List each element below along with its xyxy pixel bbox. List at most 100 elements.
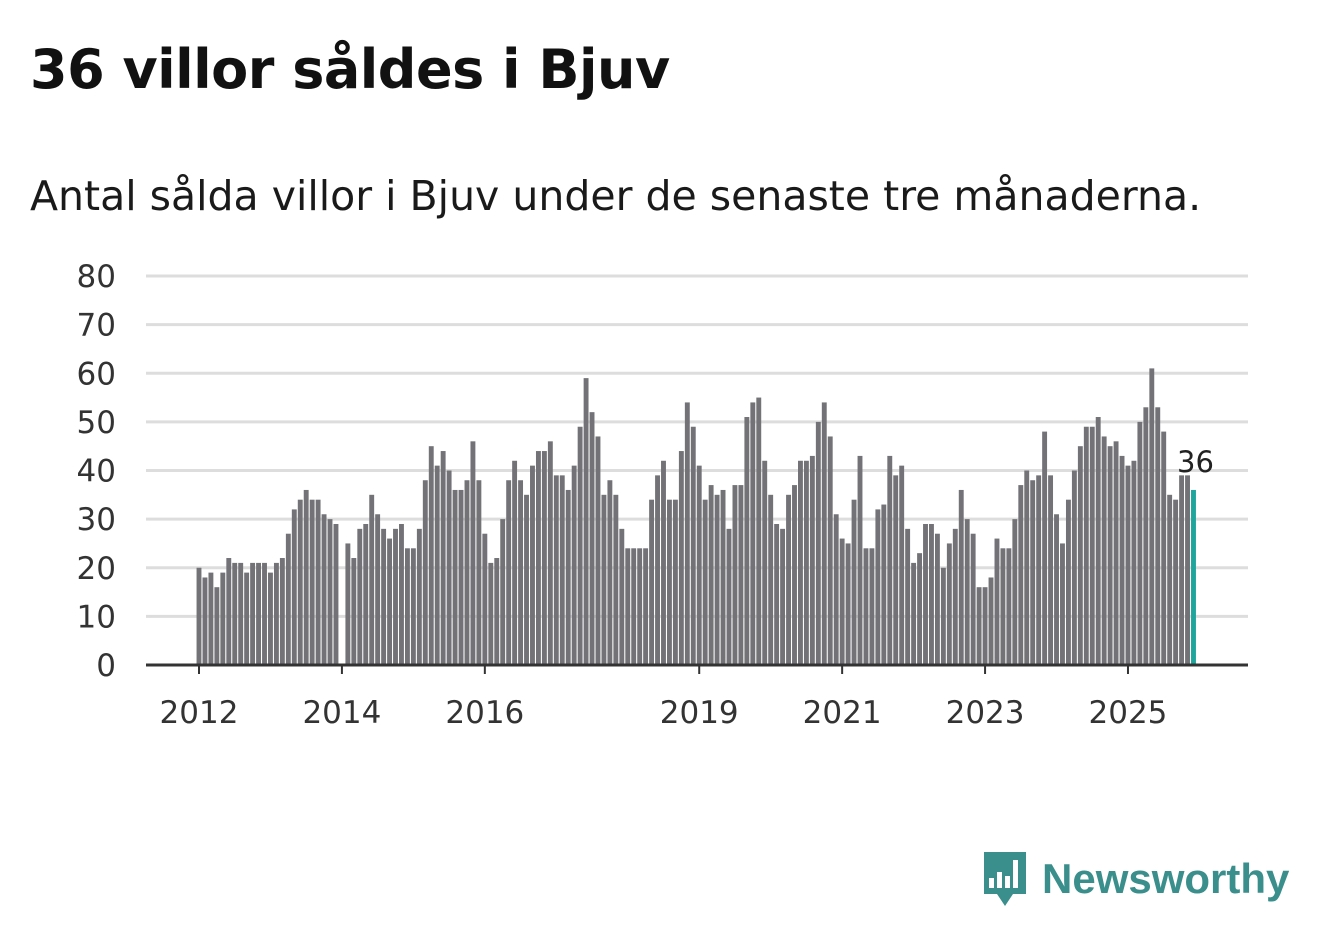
bar bbox=[917, 553, 923, 665]
bar bbox=[1065, 499, 1071, 665]
bar bbox=[875, 509, 881, 665]
bar bbox=[762, 460, 768, 665]
newsworthy-logo: Newsworthy bbox=[980, 848, 1289, 910]
chart-title: 36 villor såldes i Bjuv bbox=[30, 38, 670, 101]
x-axis bbox=[146, 663, 1248, 674]
bar bbox=[655, 475, 660, 665]
x-tick-label-2023: 2023 bbox=[946, 695, 1025, 730]
bar bbox=[363, 523, 369, 665]
bar bbox=[786, 494, 791, 665]
bar bbox=[470, 441, 476, 665]
bar bbox=[559, 475, 565, 665]
bar bbox=[440, 451, 446, 665]
bar bbox=[375, 514, 381, 665]
bar bbox=[732, 485, 738, 665]
bar bbox=[351, 558, 357, 665]
chart-subtitle: Antal sålda villor i Bjuv under de senas… bbox=[30, 172, 1202, 220]
bar bbox=[202, 577, 208, 665]
bar bbox=[291, 509, 297, 665]
bar bbox=[285, 533, 291, 665]
y-tick-label-20: 20 bbox=[77, 551, 116, 587]
bar bbox=[399, 523, 404, 665]
bar bbox=[488, 562, 494, 665]
bar bbox=[911, 562, 917, 665]
y-tick-label-40: 40 bbox=[77, 454, 116, 490]
bar bbox=[1024, 470, 1030, 665]
bar bbox=[601, 494, 607, 665]
x-tick-label-2012: 2012 bbox=[160, 695, 239, 730]
bar bbox=[327, 519, 333, 666]
bar bbox=[1042, 431, 1048, 665]
bar bbox=[803, 460, 809, 665]
bar bbox=[583, 378, 589, 665]
bar bbox=[303, 489, 309, 665]
bar bbox=[1155, 407, 1161, 665]
bar bbox=[833, 514, 839, 665]
bar bbox=[309, 499, 315, 665]
bar bbox=[780, 528, 786, 665]
bar bbox=[452, 489, 458, 665]
bar bbox=[839, 538, 845, 665]
bar bbox=[649, 499, 655, 665]
bar bbox=[738, 485, 744, 665]
y-tick-label-60: 60 bbox=[77, 356, 116, 392]
bar bbox=[1113, 441, 1119, 665]
bar bbox=[934, 533, 940, 665]
bar-latest bbox=[1191, 489, 1196, 665]
bar bbox=[1149, 368, 1155, 665]
x-tick-label-2021: 2021 bbox=[803, 695, 882, 730]
bar bbox=[964, 519, 970, 666]
bar bbox=[899, 465, 905, 665]
bar bbox=[547, 441, 553, 665]
bar bbox=[1071, 470, 1077, 665]
bar bbox=[750, 402, 756, 665]
bar bbox=[821, 402, 827, 665]
y-tick-label-10: 10 bbox=[77, 599, 116, 635]
bar bbox=[827, 436, 833, 665]
bar bbox=[809, 455, 815, 665]
bar bbox=[643, 548, 649, 665]
bar bbox=[476, 480, 482, 665]
bar bbox=[482, 533, 488, 665]
bar bbox=[798, 460, 803, 665]
bar bbox=[541, 451, 547, 665]
bar bbox=[946, 543, 952, 665]
bar bbox=[321, 514, 327, 665]
bar bbox=[500, 519, 506, 666]
bar bbox=[774, 523, 780, 665]
bar bbox=[726, 528, 732, 665]
bar bbox=[1137, 421, 1143, 666]
bar bbox=[887, 455, 893, 665]
bar bbox=[720, 489, 726, 665]
bar bbox=[1185, 475, 1190, 665]
bar bbox=[857, 455, 863, 665]
bar bbox=[208, 572, 214, 665]
bar bbox=[637, 548, 643, 665]
bar bbox=[958, 489, 964, 665]
bar bbox=[1167, 494, 1173, 665]
bar bbox=[268, 572, 273, 665]
bar bbox=[226, 558, 232, 665]
bar bbox=[595, 436, 601, 665]
bar bbox=[279, 558, 285, 665]
bar bbox=[333, 523, 339, 665]
bar bbox=[410, 548, 416, 665]
bar bbox=[1119, 455, 1125, 665]
bar bbox=[297, 499, 303, 665]
bar bbox=[1089, 426, 1095, 665]
bar bbox=[369, 494, 375, 665]
bar bbox=[220, 572, 226, 665]
bar bbox=[1107, 446, 1113, 665]
bar bbox=[238, 562, 244, 665]
annotations: 36 bbox=[1177, 445, 1214, 479]
bar bbox=[672, 499, 678, 665]
bar bbox=[571, 465, 577, 665]
bar bbox=[404, 548, 410, 665]
bar bbox=[863, 548, 869, 665]
y-axis-labels: 0 10 20 30 40 50 60 70 80 bbox=[77, 259, 116, 684]
bar bbox=[244, 572, 250, 665]
bar bbox=[988, 577, 994, 665]
bar bbox=[357, 528, 363, 665]
bar bbox=[506, 480, 512, 665]
bar bbox=[613, 494, 619, 665]
